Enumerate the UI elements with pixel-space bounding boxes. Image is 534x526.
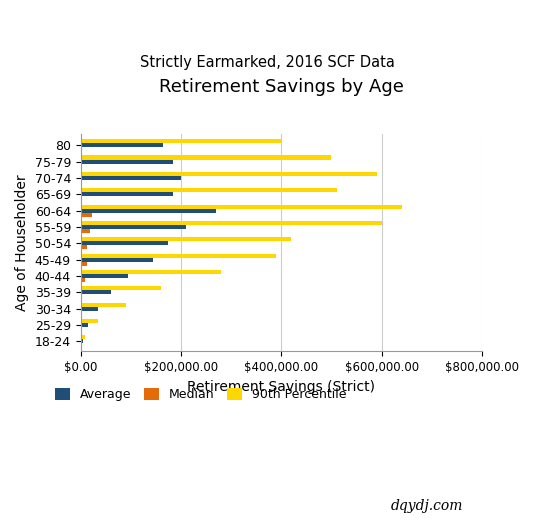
- Bar: [81, 213, 92, 217]
- Bar: [81, 254, 276, 258]
- Bar: [81, 229, 90, 233]
- Bar: [81, 225, 186, 229]
- Text: Strictly Earmarked, 2016 SCF Data: Strictly Earmarked, 2016 SCF Data: [139, 55, 395, 70]
- Bar: [81, 270, 221, 274]
- Bar: [81, 335, 85, 339]
- Bar: [81, 307, 98, 311]
- Bar: [81, 339, 83, 343]
- Bar: [81, 221, 382, 225]
- Bar: [81, 156, 332, 159]
- Bar: [81, 290, 111, 295]
- Title: Retirement Savings by Age: Retirement Savings by Age: [159, 78, 404, 96]
- Bar: [81, 139, 281, 143]
- Bar: [81, 274, 128, 278]
- Bar: [81, 258, 153, 262]
- Bar: [81, 323, 88, 327]
- Bar: [81, 172, 376, 176]
- Bar: [81, 188, 336, 192]
- Bar: [81, 159, 174, 164]
- Bar: [81, 241, 168, 245]
- Bar: [81, 237, 292, 241]
- Y-axis label: Age of Householder: Age of Householder: [15, 174, 29, 311]
- Bar: [81, 278, 85, 282]
- Bar: [81, 245, 87, 249]
- Bar: [81, 192, 174, 196]
- Bar: [81, 319, 98, 323]
- Bar: [81, 209, 216, 213]
- Text: dqydj.com: dqydj.com: [391, 499, 464, 513]
- Legend: Average, Median, 90th Percentile: Average, Median, 90th Percentile: [50, 382, 352, 406]
- Bar: [81, 295, 82, 299]
- Bar: [81, 286, 161, 290]
- Bar: [81, 205, 402, 209]
- Bar: [81, 262, 87, 266]
- X-axis label: Retirement Savings (Strict): Retirement Savings (Strict): [187, 380, 375, 393]
- Bar: [81, 302, 126, 307]
- Bar: [81, 176, 181, 180]
- Bar: [81, 143, 163, 147]
